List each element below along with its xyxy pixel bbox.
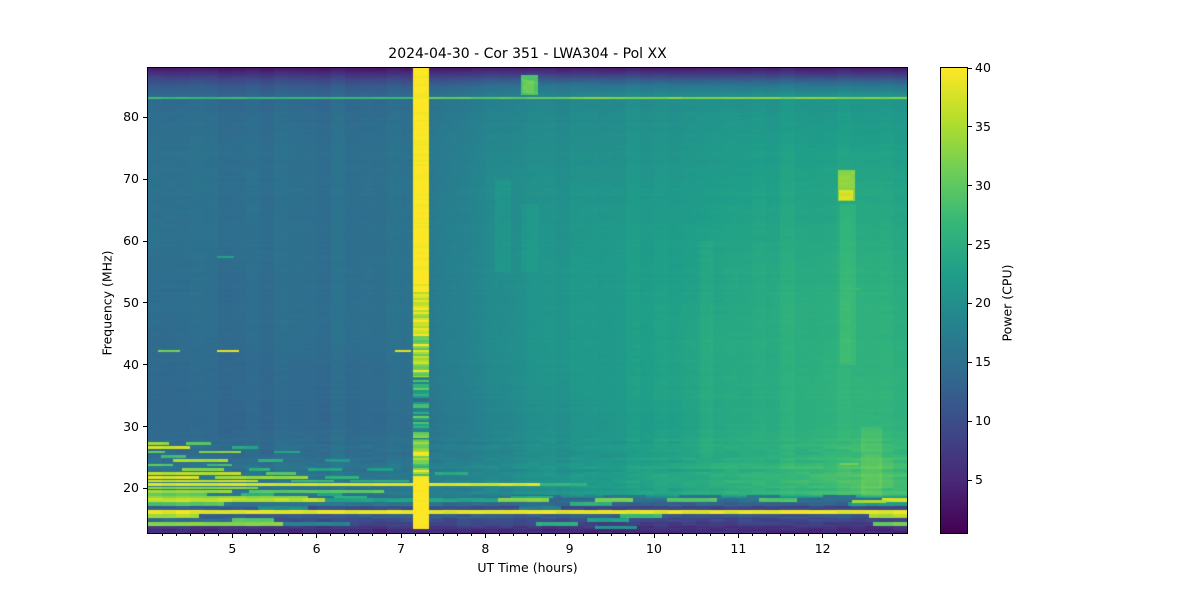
x-minor-tick	[667, 534, 669, 536]
y-major-tick	[143, 116, 147, 118]
x-tick-label: 6	[312, 541, 321, 556]
x-minor-tick	[217, 534, 219, 536]
x-minor-tick	[203, 534, 205, 536]
x-minor-tick	[302, 534, 304, 536]
colorbar-tick-label: 40	[975, 60, 991, 75]
x-minor-tick	[794, 534, 796, 536]
y-tick-label: 50	[123, 294, 139, 310]
colorbar-tick-label: 5	[975, 472, 983, 488]
colorbar-tick-label: 15	[975, 354, 991, 370]
x-minor-tick	[428, 534, 430, 536]
x-minor-tick	[259, 534, 261, 536]
colorbar-tick	[968, 361, 972, 363]
x-minor-tick	[751, 534, 753, 536]
x-axis-label: UT Time (hours)	[477, 560, 578, 575]
x-minor-tick	[245, 534, 247, 536]
x-minor-tick	[498, 534, 500, 536]
colorbar-tick	[968, 185, 972, 187]
x-minor-tick	[892, 534, 894, 536]
x-tick-label: 8	[481, 541, 490, 556]
x-tick-label: 12	[814, 541, 831, 556]
colorbar	[941, 68, 967, 533]
x-minor-tick	[175, 534, 177, 536]
x-minor-tick	[274, 534, 275, 536]
spectrogram-heatmap	[148, 68, 907, 533]
colorbar-tick-label: 35	[975, 118, 991, 134]
x-minor-tick	[836, 534, 838, 536]
y-major-tick	[143, 487, 147, 489]
x-minor-tick	[512, 534, 514, 536]
x-major-tick	[822, 534, 824, 538]
x-minor-tick	[597, 534, 599, 536]
y-tick-label: 20	[123, 480, 139, 496]
colorbar-tick-label: 10	[975, 413, 991, 429]
x-tick-label: 11	[730, 541, 747, 556]
x-major-tick	[653, 534, 655, 538]
x-minor-tick	[808, 534, 810, 536]
x-minor-tick	[850, 534, 852, 536]
x-tick-label: 7	[397, 541, 405, 556]
x-minor-tick	[639, 534, 641, 536]
x-minor-tick	[681, 534, 683, 536]
x-minor-tick	[555, 534, 557, 536]
colorbar-tick	[968, 302, 972, 304]
x-minor-tick	[780, 534, 781, 536]
x-minor-tick	[442, 534, 444, 536]
x-minor-tick	[330, 534, 332, 536]
x-major-tick	[231, 534, 233, 538]
colorbar-tick-label: 20	[975, 295, 991, 311]
x-minor-tick	[288, 534, 290, 536]
x-minor-tick	[386, 534, 388, 536]
x-minor-tick	[161, 534, 163, 536]
x-minor-tick	[189, 534, 191, 536]
x-major-tick	[737, 534, 739, 538]
x-major-tick	[484, 534, 486, 538]
colorbar-tick	[968, 244, 972, 246]
x-minor-tick	[864, 534, 866, 536]
x-major-tick	[400, 534, 402, 538]
x-minor-tick	[372, 534, 374, 536]
colorbar-tick	[968, 126, 972, 128]
y-major-tick	[143, 302, 147, 304]
x-major-tick	[569, 534, 571, 538]
x-minor-tick	[695, 534, 697, 536]
y-tick-label: 80	[123, 109, 139, 125]
x-minor-tick	[723, 534, 725, 536]
colorbar-tick	[968, 479, 972, 481]
x-tick-label: 9	[565, 541, 574, 556]
x-minor-tick	[625, 534, 627, 536]
x-minor-tick	[765, 534, 767, 536]
x-minor-tick	[414, 534, 416, 536]
x-minor-tick	[344, 534, 346, 536]
y-tick-label: 70	[123, 171, 139, 187]
y-major-tick	[143, 178, 147, 180]
colorbar-tick	[968, 67, 972, 69]
x-tick-label: 5	[228, 541, 237, 556]
x-minor-tick	[456, 534, 458, 536]
y-major-tick	[143, 240, 147, 242]
x-minor-tick	[358, 534, 360, 536]
x-minor-tick	[878, 534, 880, 536]
y-tick-label: 40	[123, 356, 139, 372]
colorbar-tick	[968, 420, 972, 422]
x-tick-label: 10	[646, 541, 662, 556]
x-minor-tick	[611, 534, 613, 536]
chart-title: 2024-04-30 - Cor 351 - LWA304 - Pol XX	[388, 46, 667, 62]
y-major-tick	[143, 364, 147, 366]
x-minor-tick	[709, 534, 711, 536]
x-minor-tick	[527, 534, 528, 536]
x-minor-tick	[583, 534, 585, 536]
x-minor-tick	[470, 534, 472, 536]
x-major-tick	[316, 534, 318, 538]
y-tick-label: 60	[123, 233, 139, 249]
colorbar-tick-label: 30	[975, 177, 991, 193]
colorbar-tick-label: 25	[975, 236, 991, 252]
x-minor-tick	[541, 534, 543, 536]
y-tick-label: 30	[123, 418, 139, 434]
y-major-tick	[143, 426, 147, 428]
